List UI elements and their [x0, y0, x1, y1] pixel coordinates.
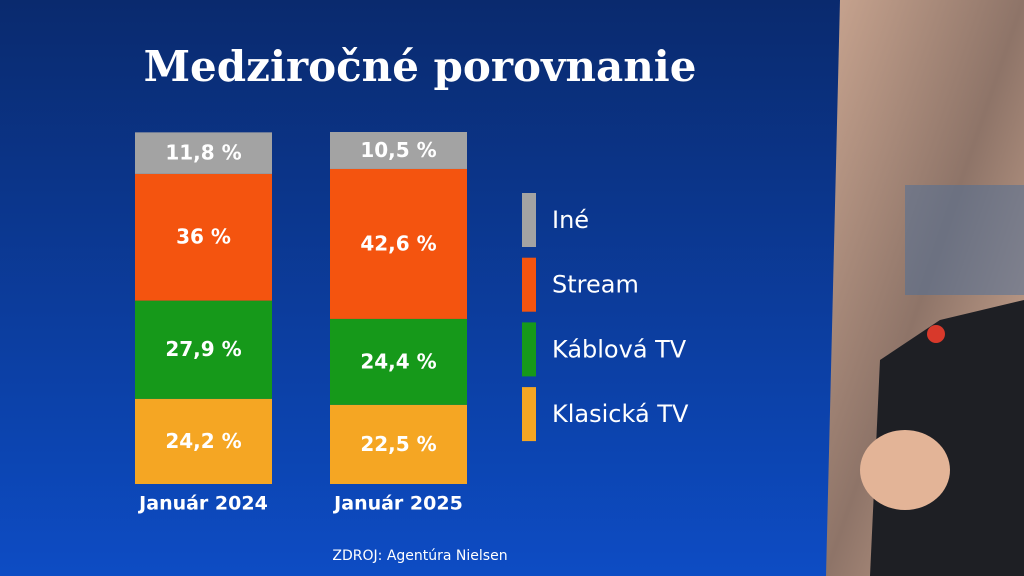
legend-label: Iné	[552, 206, 589, 234]
bar-segment	[135, 300, 272, 399]
bar-segment	[135, 132, 272, 174]
hand	[860, 430, 950, 510]
chart-title: Medziročné porovnanie	[144, 42, 697, 91]
legend-label: Klasická TV	[552, 400, 689, 428]
bar-segment	[330, 132, 467, 169]
value-label: 22,5 %	[360, 432, 436, 456]
value-label: 36 %	[176, 225, 231, 249]
legend-swatch	[522, 257, 536, 312]
value-label: 42,6 %	[360, 231, 436, 255]
value-label: 11,8 %	[165, 141, 241, 165]
bar-segment	[330, 318, 467, 405]
x-tick-label: Január 2025	[332, 493, 463, 515]
photo-blur	[905, 185, 1024, 295]
value-label: 10,5 %	[360, 138, 436, 162]
bar-segment	[330, 404, 467, 484]
bar-segment	[135, 398, 272, 484]
legend-swatch	[522, 387, 536, 442]
x-tick-label: Január 2024	[137, 493, 268, 515]
value-label: 27,9 %	[165, 337, 241, 361]
legend-swatch	[522, 322, 536, 377]
value-label: 24,2 %	[165, 429, 241, 453]
legend-label: Káblová TV	[552, 335, 687, 363]
bar-segment	[330, 168, 467, 319]
bar-segment	[135, 173, 272, 301]
legend-label: Stream	[552, 271, 639, 299]
remote-button	[927, 325, 945, 343]
legend-swatch	[522, 193, 536, 247]
value-label: 24,4 %	[360, 349, 436, 373]
source: ZDROJ: Agentúra Nielsen	[332, 548, 507, 564]
